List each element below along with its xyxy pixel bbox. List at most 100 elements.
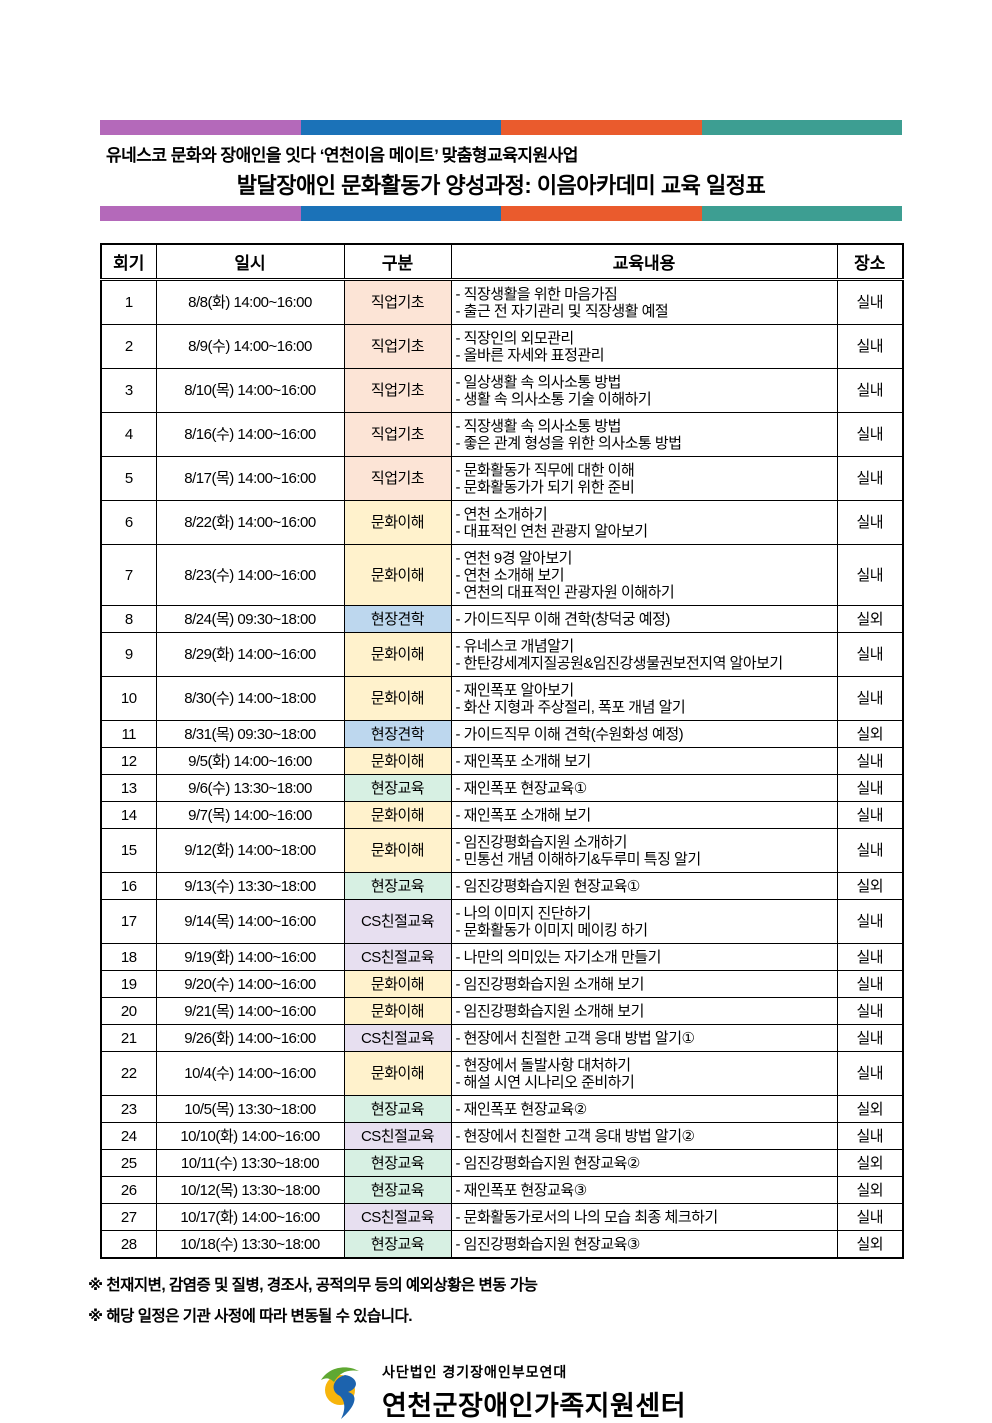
session-number-cell: 26	[100, 1176, 157, 1204]
session-number-cell: 8	[100, 605, 157, 633]
session-number-cell: 18	[100, 943, 157, 971]
content-cell: - 재인폭포 알아보기 - 화산 지형과 주상절리, 폭포 개념 알기	[450, 676, 838, 721]
date-time-cell: 10/5(목) 13:30~18:00	[155, 1095, 345, 1123]
category-cell: 현장교육	[343, 872, 452, 900]
content-line: - 임진강평화습지원 소개하기	[455, 833, 628, 851]
content-cell: - 문화활동가로서의 나의 모습 최종 체크하기	[450, 1203, 838, 1231]
place-cell: 실외	[836, 1230, 904, 1259]
place-cell: 실내	[836, 970, 904, 998]
organization-logo-icon	[320, 1366, 359, 1419]
schedule-row: 16 9/13(수) 13:30~18:00 현장교육 - 임진강평화습지원 현장교육…	[100, 872, 904, 900]
content-line: - 문화활동가가 되기 위한 준비	[455, 478, 635, 496]
date-time-cell: 9/13(수) 13:30~18:00	[155, 872, 345, 900]
content-line: - 연천의 대표적인 관광자원 이해하기	[455, 583, 675, 601]
content-cell: - 직장생활 속 의사소통 방법 - 좋은 관계 형성을 위한 의사소통 방법	[450, 412, 838, 457]
schedule-row: 20 9/21(목) 14:00~16:00 문화이해 - 임진강평화습지원 소개해 …	[100, 997, 904, 1025]
content-line: - 재인폭포 알아보기	[455, 681, 575, 699]
column-header-place: 장소	[836, 243, 904, 281]
schedule-table-header: 회기 일시 구분 교육내용 장소	[100, 243, 904, 281]
schedule-row: 6 8/22(화) 14:00~16:00 문화이해 - 연천 소개하기 - 대표적인 …	[100, 500, 904, 545]
organization-logo: 사단법인 경기장애인부모연대 연천군장애인가족지원센터	[100, 1362, 902, 1423]
content-cell: - 연천 소개하기 - 대표적인 연천 관광지 알아보기	[450, 500, 838, 545]
session-number-cell: 1	[100, 279, 157, 325]
category-cell: 문화이해	[343, 828, 452, 873]
schedule-row: 28 10/18(수) 13:30~18:00 현장교육 - 임진강평화습지원 현장교…	[100, 1230, 904, 1259]
header-top-color-bar	[100, 120, 902, 135]
schedule-row: 1 8/8(화) 14:00~16:00 직업기초 - 직장생활을 위한 마음가짐 - …	[100, 279, 904, 325]
session-number-cell: 4	[100, 412, 157, 457]
date-time-cell: 10/18(수) 13:30~18:00	[155, 1230, 345, 1259]
content-line: - 재인폭포 소개해 보기	[455, 806, 592, 824]
place-cell: 실외	[836, 605, 904, 633]
content-line: - 대표적인 연천 관광지 알아보기	[455, 522, 649, 540]
content-line: - 임진강평화습지원 소개해 보기	[455, 975, 645, 993]
schedule-row: 10 8/30(수) 14:00~18:00 문화이해 - 재인폭포 알아보기 - 화산…	[100, 676, 904, 721]
session-number-cell: 6	[100, 500, 157, 545]
color-bar-segment-0	[100, 120, 301, 135]
date-time-cell: 9/19(화) 14:00~16:00	[155, 943, 345, 971]
organization-parent-name: 사단법인 경기장애인부모연대	[381, 1364, 568, 1380]
footnote-1: ※ 천재지변, 감염증 및 질병, 경조사, 공적의무 등의 예외상황은 변동 …	[88, 1277, 538, 1294]
content-line: - 재인폭포 현장교육③	[455, 1181, 588, 1199]
content-line: - 임진강평화습지원 현장교육③	[455, 1235, 641, 1253]
content-line: - 직장인의 외모관리	[455, 329, 575, 347]
category-cell: CS친절교육	[343, 943, 452, 971]
schedule-row: 19 9/20(수) 14:00~16:00 문화이해 - 임진강평화습지원 소개해 …	[100, 970, 904, 998]
schedule-row: 18 9/19(화) 14:00~16:00 CS친절교육 - 나만의 의미있는 자기…	[100, 943, 904, 971]
place-cell: 실외	[836, 872, 904, 900]
content-line: - 임진강평화습지원 현장교육②	[455, 1154, 641, 1172]
schedule-row: 2 8/9(수) 14:00~16:00 직업기초 - 직장인의 외모관리 - 올바른 …	[100, 324, 904, 369]
place-cell: 실내	[836, 324, 904, 369]
date-time-cell: 8/23(수) 14:00~16:00	[155, 544, 345, 606]
place-cell: 실내	[836, 828, 904, 873]
place-cell: 실내	[836, 368, 904, 413]
content-cell: - 직장인의 외모관리 - 올바른 자세와 표정관리	[450, 324, 838, 369]
category-cell: 문화이해	[343, 997, 452, 1025]
session-number-cell: 11	[100, 720, 157, 748]
content-cell: - 임진강평화습지원 현장교육①	[450, 872, 838, 900]
content-line: - 가이드직무 이해 견학(창덕궁 예정)	[455, 610, 671, 628]
schedule-row: 5 8/17(목) 14:00~16:00 직업기초 - 문화활동가 직무에 대한 이…	[100, 456, 904, 501]
content-line: - 문화활동가 직무에 대한 이해	[455, 461, 635, 479]
date-time-cell: 8/17(목) 14:00~16:00	[155, 456, 345, 501]
schedule-row: 24 10/10(화) 14:00~16:00 CS친절교육 - 현장에서 친절한 고…	[100, 1122, 904, 1150]
date-time-cell: 9/26(화) 14:00~16:00	[155, 1024, 345, 1052]
content-line: - 나만의 의미있는 자기소개 만들기	[455, 948, 662, 966]
content-line: - 한탄강세계지질공원&임진강생물권보전지역 알아보기	[455, 654, 784, 672]
date-time-cell: 8/22(화) 14:00~16:00	[155, 500, 345, 545]
schedule-row: 15 9/12(화) 14:00~18:00 문화이해 - 임진강평화습지원 소개하기…	[100, 828, 904, 873]
footnotes: ※ 천재지변, 감염증 및 질병, 경조사, 공적의무 등의 예외상황은 변동 …	[88, 1273, 902, 1326]
session-number-cell: 14	[100, 801, 157, 829]
place-cell: 실외	[836, 1149, 904, 1177]
date-time-cell: 8/16(수) 14:00~16:00	[155, 412, 345, 457]
color-bar-segment-1	[300, 206, 501, 221]
date-time-cell: 8/10(목) 14:00~16:00	[155, 368, 345, 413]
session-number-cell: 17	[100, 899, 157, 944]
date-time-cell: 8/9(수) 14:00~16:00	[155, 324, 345, 369]
category-cell: 문화이해	[343, 1051, 452, 1096]
place-cell: 실내	[836, 943, 904, 971]
content-cell: - 재인폭포 소개해 보기	[450, 801, 838, 829]
place-cell: 실내	[836, 1051, 904, 1096]
session-number-cell: 20	[100, 997, 157, 1025]
date-time-cell: 10/11(수) 13:30~18:00	[155, 1149, 345, 1177]
schedule-row: 12 9/5(화) 14:00~16:00 문화이해 - 재인폭포 소개해 보기 실내	[100, 747, 904, 775]
date-time-cell: 9/7(목) 14:00~16:00	[155, 801, 345, 829]
category-cell: 현장교육	[343, 1230, 452, 1259]
content-cell: - 현장에서 친절한 고객 응대 방법 알기①	[450, 1024, 838, 1052]
session-number-cell: 28	[100, 1230, 157, 1259]
date-time-cell: 9/21(목) 14:00~16:00	[155, 997, 345, 1025]
date-time-cell: 9/14(목) 14:00~16:00	[155, 899, 345, 944]
footnote-2: ※ 해당 일정은 기관 사정에 따라 변동될 수 있습니다.	[88, 1308, 413, 1325]
content-cell: - 현장에서 돌발사항 대처하기 - 해설 시연 시나리오 준비하기	[450, 1051, 838, 1096]
organization-name: 연천군장애인가족지원센터	[381, 1391, 687, 1421]
schedule-row: 7 8/23(수) 14:00~16:00 문화이해 - 연천 9경 알아보기 - 연천…	[100, 544, 904, 606]
organization-logo-text: 사단법인 경기장애인부모연대 연천군장애인가족지원센터	[382, 1362, 686, 1423]
session-number-cell: 22	[100, 1051, 157, 1096]
category-cell: 문화이해	[343, 970, 452, 998]
content-line: - 문화활동가로서의 나의 모습 최종 체크하기	[455, 1208, 719, 1226]
place-cell: 실내	[836, 500, 904, 545]
session-number-cell: 5	[100, 456, 157, 501]
schedule-row: 23 10/5(목) 13:30~18:00 현장교육 - 재인폭포 현장교육② 실외	[100, 1095, 904, 1123]
color-bar-segment-1	[300, 120, 501, 135]
